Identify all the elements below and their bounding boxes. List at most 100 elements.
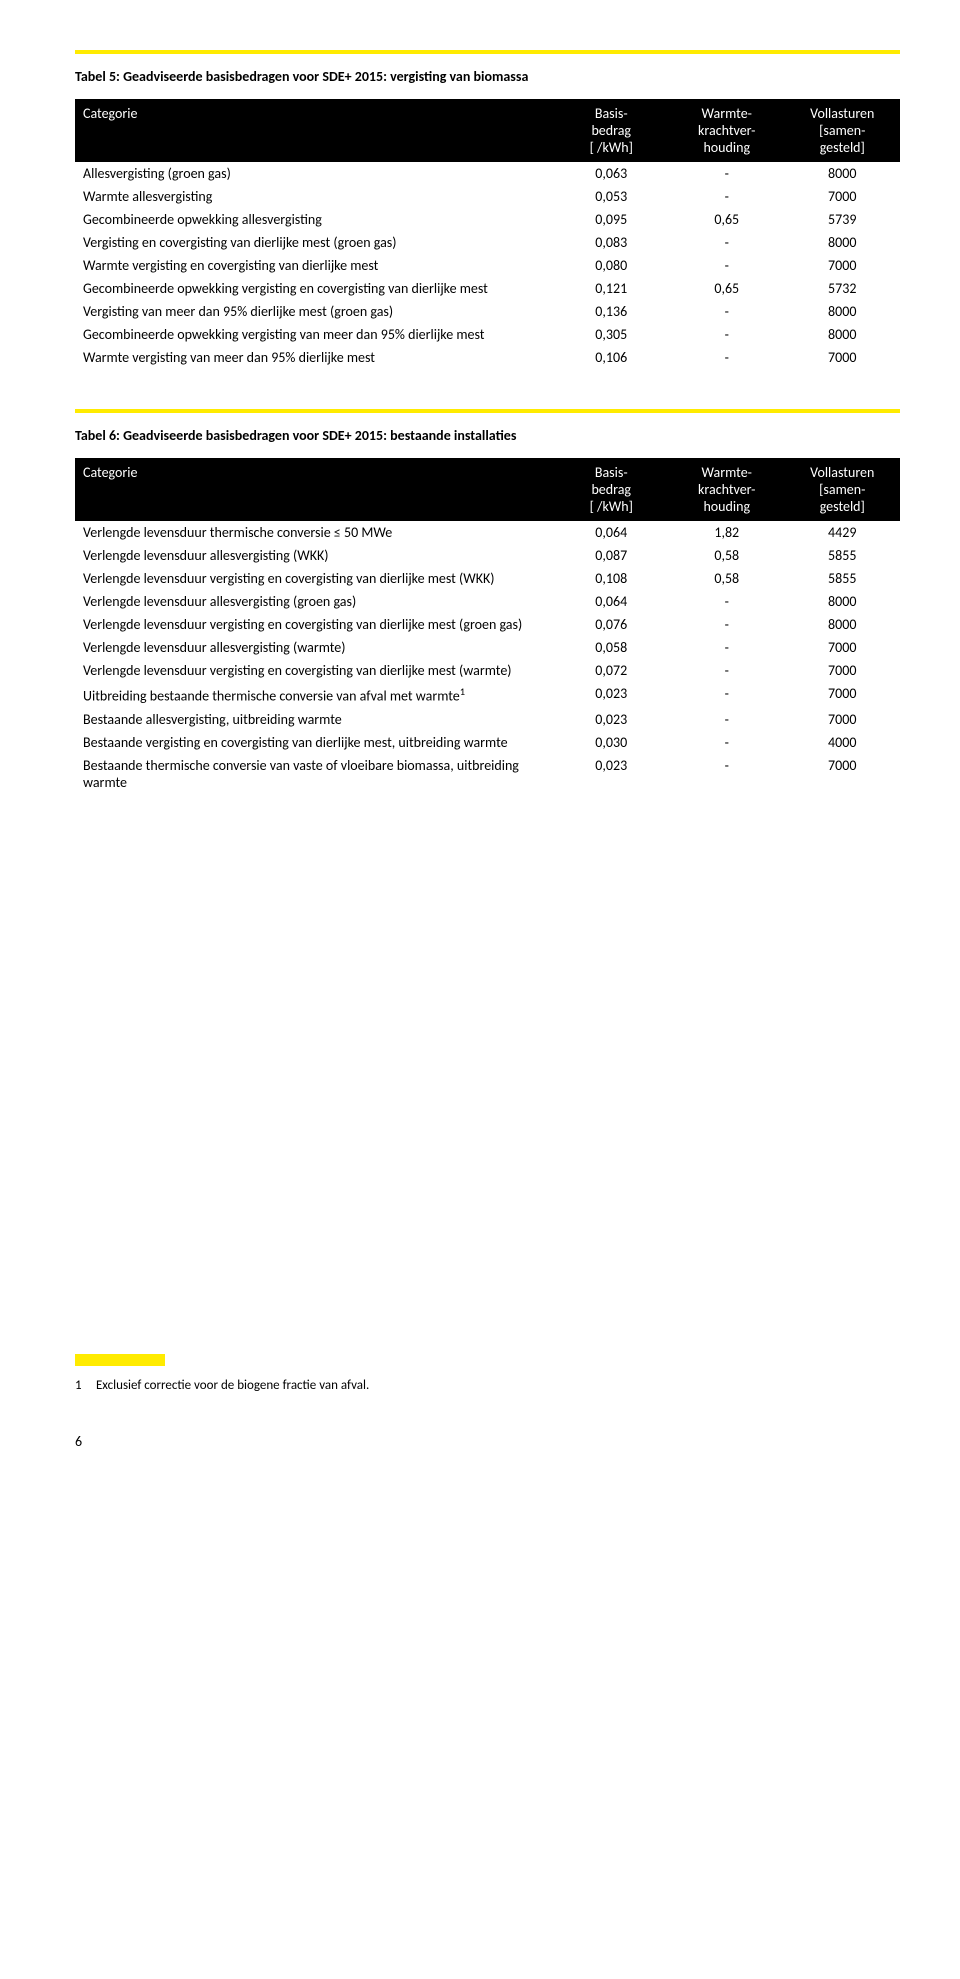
cell-basisbedrag: 0,108 [554,567,670,590]
cell-category: Vergisting van meer dan 95% dierlijke me… [75,300,554,323]
col-warmte: Warmte- krachtver- houding [669,458,785,521]
cell-basisbedrag: 0,083 [554,231,670,254]
table-row: Gecombineerde opwekking vergisting van m… [75,323,900,346]
table-row: Warmte vergisting van meer dan 95% dierl… [75,346,900,369]
cell-category: Verlengde levensduur allesvergisting (wa… [75,636,554,659]
cell-category: Gecombineerde opwekking vergisting en co… [75,277,554,300]
cell-category: Bestaande allesvergisting, uitbreiding w… [75,708,554,731]
cell-warmte: - [669,590,785,613]
cell-warmte: - [669,162,785,185]
cell-basisbedrag: 0,023 [554,708,670,731]
cell-category: Verlengde levensduur allesvergisting (WK… [75,544,554,567]
cell-basisbedrag: 0,063 [554,162,670,185]
cell-category: Verlengde levensduur vergisting en cover… [75,613,554,636]
cell-warmte: 1,82 [669,521,785,544]
table-row: Verlengde levensduur allesvergisting (WK… [75,544,900,567]
col-category: Categorie [75,99,554,162]
cell-warmte: - [669,636,785,659]
cell-warmte: 0,65 [669,208,785,231]
cell-vollasturen: 7000 [785,682,901,708]
cell-category: Uitbreiding bestaande thermische convers… [75,682,554,708]
col-warmte: Warmte- krachtver- houding [669,99,785,162]
cell-category: Bestaande thermische conversie van vaste… [75,754,554,794]
footnote-divider [75,1354,165,1366]
table-row: Bestaande vergisting en covergisting van… [75,731,900,754]
cell-category: Verlengde levensduur vergisting en cover… [75,567,554,590]
footnote-number: 1 [75,1378,93,1393]
cell-basisbedrag: 0,072 [554,659,670,682]
cell-basisbedrag: 0,076 [554,613,670,636]
cell-vollasturen: 7000 [785,659,901,682]
cell-category: Verlengde levensduur thermische conversi… [75,521,554,544]
cell-category: Warmte vergisting van meer dan 95% dierl… [75,346,554,369]
cell-vollasturen: 8000 [785,231,901,254]
cell-warmte: - [669,682,785,708]
cell-basisbedrag: 0,064 [554,521,670,544]
cell-category: Gecombineerde opwekking allesvergisting [75,208,554,231]
cell-warmte: - [669,659,785,682]
cell-basisbedrag: 0,087 [554,544,670,567]
cell-warmte: - [669,754,785,794]
cell-vollasturen: 7000 [785,754,901,794]
table6: Categorie Basis- bedrag [ /kWh] Warmte- … [75,458,900,794]
table-row: Verlengde levensduur vergisting en cover… [75,659,900,682]
table-row: Gecombineerde opwekking vergisting en co… [75,277,900,300]
page-number: 6 [75,1433,900,1450]
table-row: Vergisting en covergisting van dierlijke… [75,231,900,254]
cell-warmte: - [669,185,785,208]
col-vollasturen: Vollasturen [samen- gesteld] [785,458,901,521]
cell-basisbedrag: 0,030 [554,731,670,754]
cell-vollasturen: 7000 [785,708,901,731]
cell-vollasturen: 7000 [785,346,901,369]
cell-vollasturen: 8000 [785,162,901,185]
cell-vollasturen: 5855 [785,567,901,590]
cell-vollasturen: 7000 [785,636,901,659]
cell-warmte: 0,65 [669,277,785,300]
table-row: Gecombineerde opwekking allesvergisting 0… [75,208,900,231]
cell-warmte: - [669,613,785,636]
table-row: Verlengde levensduur thermische conversi… [75,521,900,544]
cell-category: Warmte vergisting en covergisting van di… [75,254,554,277]
col-category: Categorie [75,458,554,521]
cell-warmte: 0,58 [669,567,785,590]
cell-warmte: - [669,300,785,323]
cell-basisbedrag: 0,023 [554,754,670,794]
table-row: Verlengde levensduur allesvergisting (wa… [75,636,900,659]
cell-warmte: - [669,323,785,346]
col-basisbedrag: Basis- bedrag [ /kWh] [554,99,670,162]
cell-basisbedrag: 0,023 [554,682,670,708]
cell-basisbedrag: 0,305 [554,323,670,346]
cell-basisbedrag: 0,064 [554,590,670,613]
divider-top-6 [75,409,900,413]
cell-category: Verlengde levensduur allesvergisting (gr… [75,590,554,613]
cell-warmte: - [669,231,785,254]
cell-vollasturen: 8000 [785,323,901,346]
cell-vollasturen: 7000 [785,254,901,277]
cell-vollasturen: 5739 [785,208,901,231]
cell-vollasturen: 4429 [785,521,901,544]
cell-basisbedrag: 0,136 [554,300,670,323]
cell-warmte: - [669,346,785,369]
cell-warmte: - [669,254,785,277]
footnote: 1 Exclusief correctie voor de biogene fr… [75,1378,900,1393]
table-row: Verlengde levensduur vergisting en cover… [75,613,900,636]
cell-vollasturen: 5732 [785,277,901,300]
table-row: Allesvergisting (groen gas)0,063-8000 [75,162,900,185]
cell-category: Vergisting en covergisting van dierlijke… [75,231,554,254]
cell-category: Bestaande vergisting en covergisting van… [75,731,554,754]
cell-vollasturen: 7000 [785,185,901,208]
table6-title: Tabel 6: Geadviseerde basisbedragen voor… [75,427,900,444]
table-row: Warmte allesvergisting0,053-7000 [75,185,900,208]
cell-vollasturen: 4000 [785,731,901,754]
cell-warmte: 0,58 [669,544,785,567]
divider-top-5 [75,50,900,54]
cell-category: Allesvergisting (groen gas) [75,162,554,185]
table6-header-row: Categorie Basis- bedrag [ /kWh] Warmte- … [75,458,900,521]
cell-basisbedrag: 0,053 [554,185,670,208]
table-row: Verlengde levensduur vergisting en cover… [75,567,900,590]
table5-title: Tabel 5: Geadviseerde basisbedragen voor… [75,68,900,85]
cell-basisbedrag: 0,080 [554,254,670,277]
cell-basisbedrag: 0,106 [554,346,670,369]
table-row: Bestaande thermische conversie van vaste… [75,754,900,794]
cell-category: Gecombineerde opwekking vergisting van m… [75,323,554,346]
